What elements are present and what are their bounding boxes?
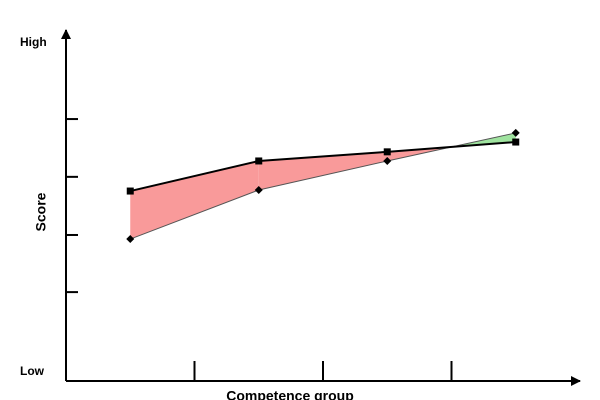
marker bbox=[126, 187, 134, 195]
gap-area bbox=[130, 160, 259, 240]
x-axis-title: Competence group bbox=[226, 388, 354, 400]
gap-area bbox=[258, 151, 388, 191]
marker bbox=[254, 186, 263, 195]
marker bbox=[512, 138, 520, 146]
marker bbox=[511, 128, 520, 137]
series-line bbox=[130, 141, 516, 193]
marker bbox=[383, 148, 391, 156]
marker bbox=[383, 156, 392, 165]
y-tick-label: High bbox=[20, 35, 47, 49]
y-axis-title: Score bbox=[33, 192, 49, 231]
marker bbox=[255, 157, 263, 165]
y-tick-label: Low bbox=[20, 364, 45, 378]
marker bbox=[126, 235, 135, 244]
